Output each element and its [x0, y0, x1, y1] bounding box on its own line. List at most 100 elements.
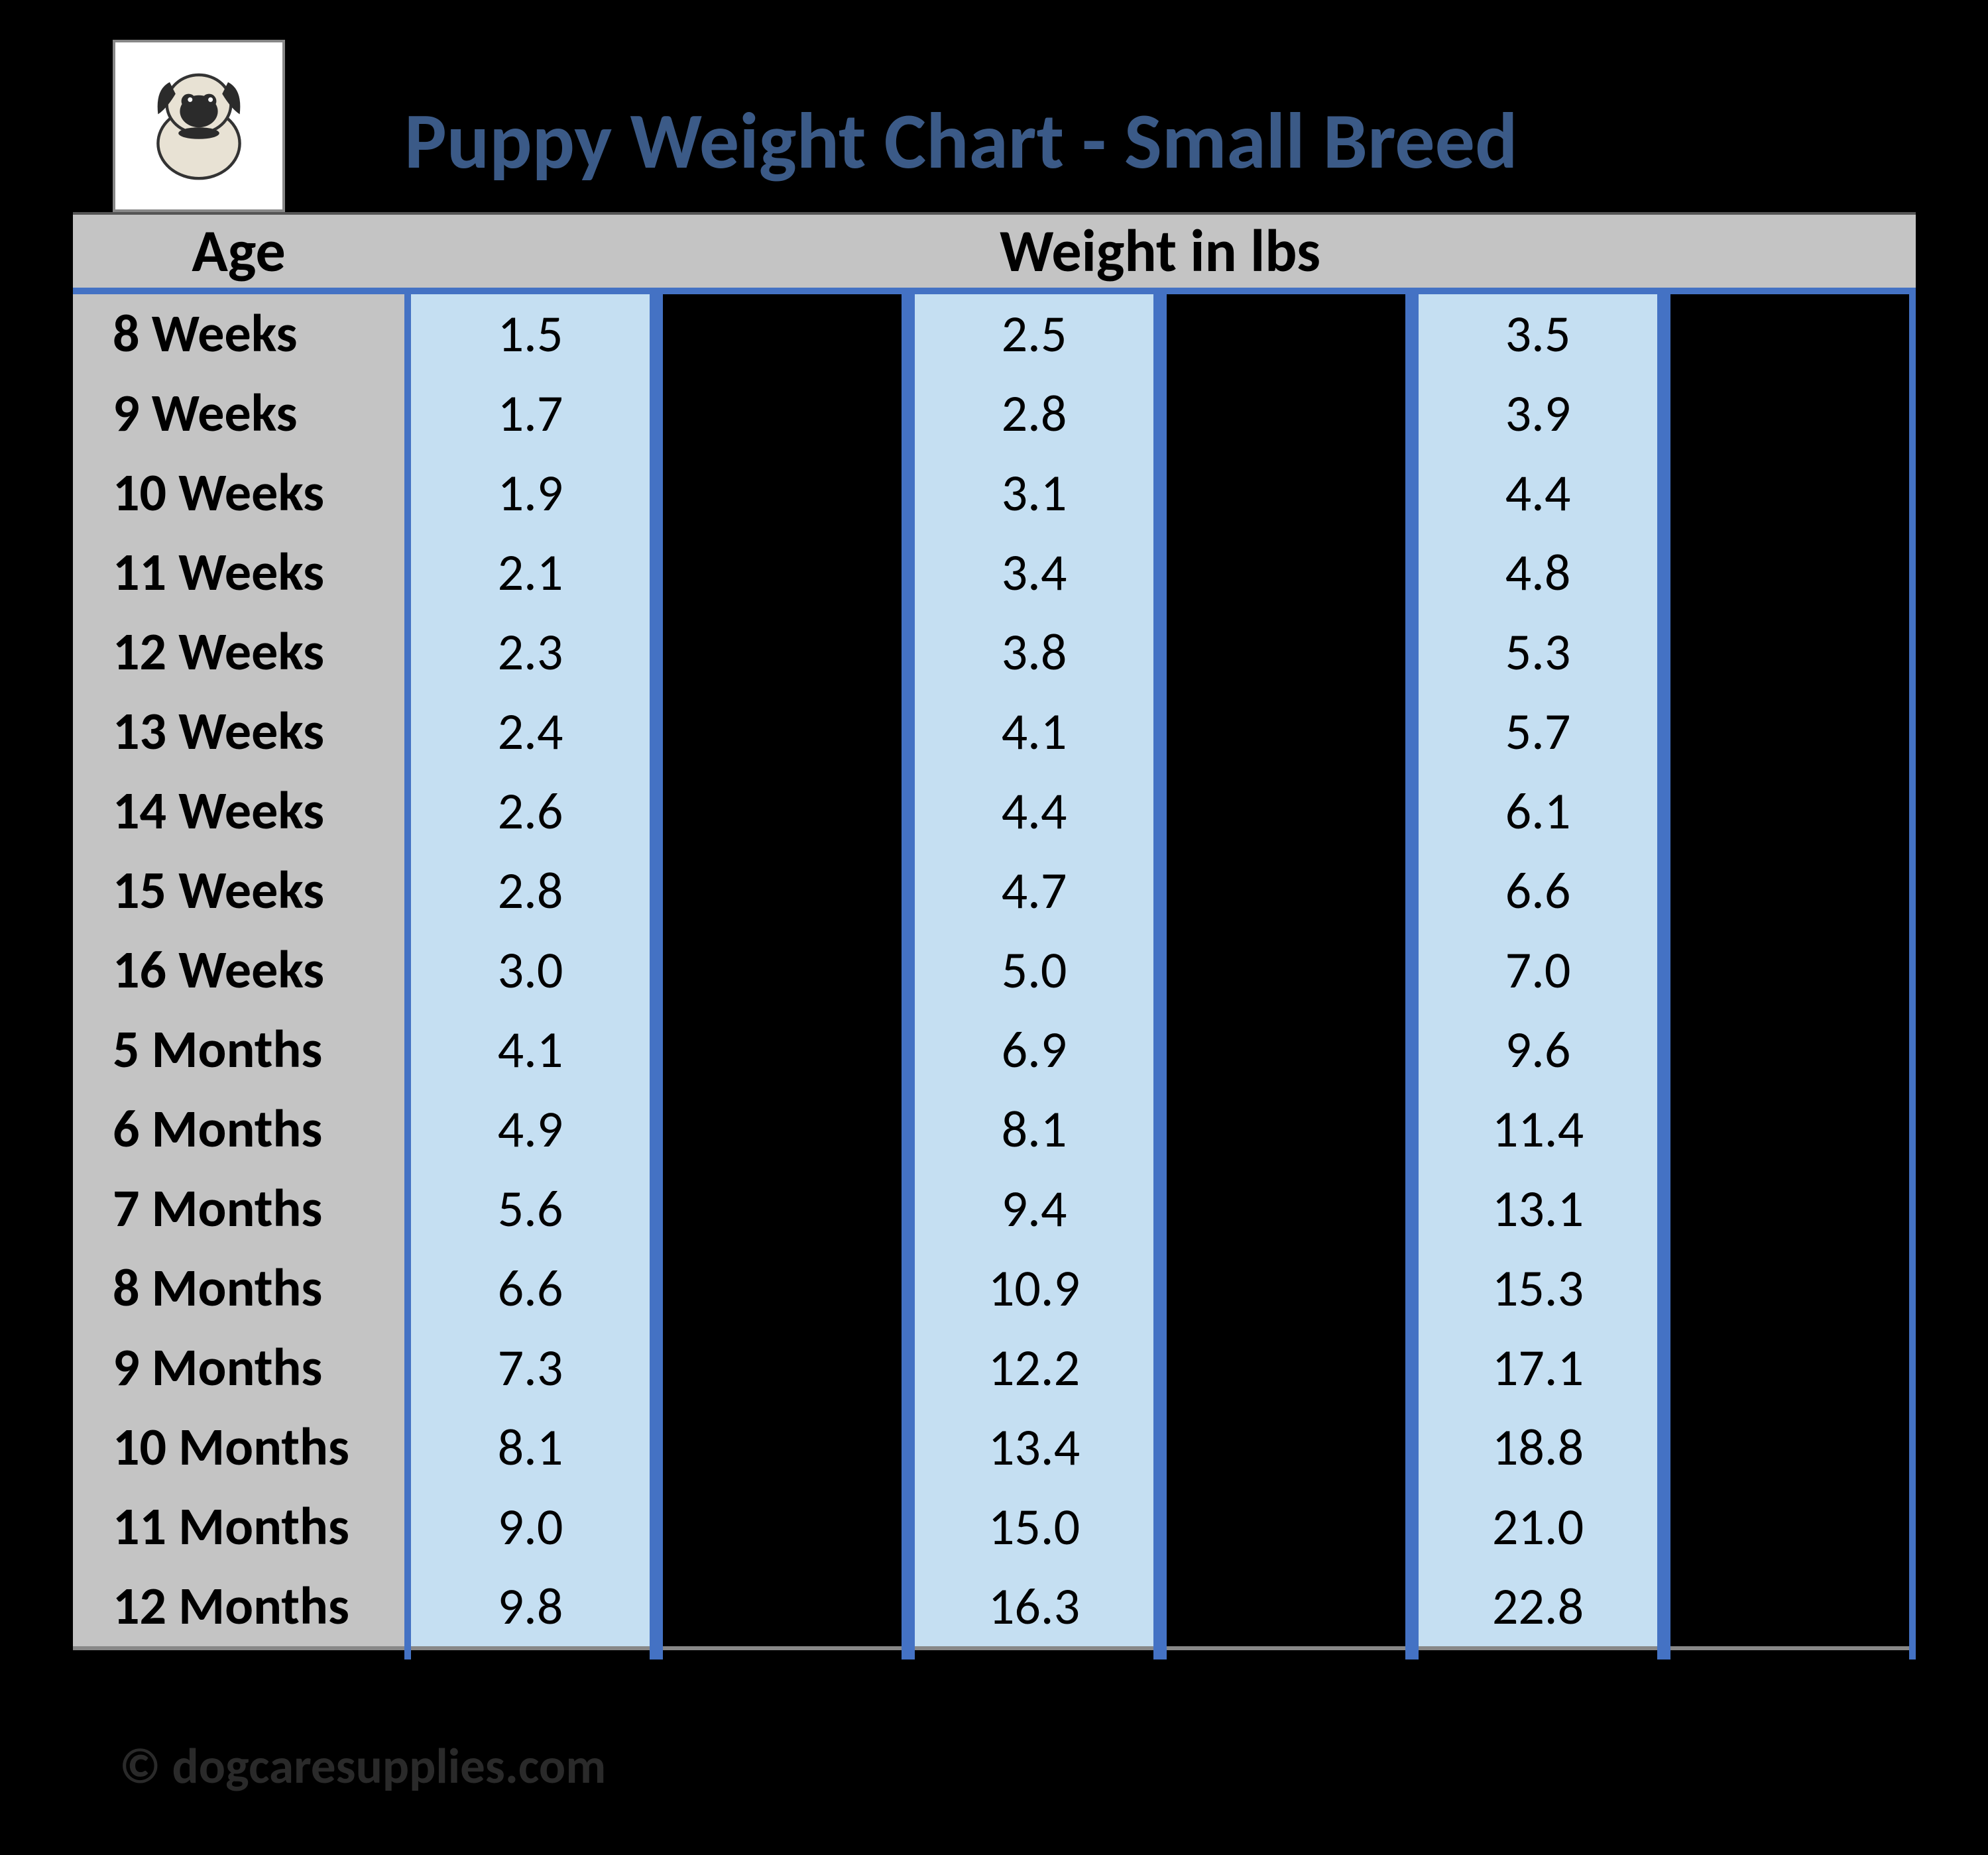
weight-cell: 26.0: [1664, 1567, 1916, 1646]
weight-cell: 5.0: [1664, 453, 1916, 533]
weight-cell: 5.7: [1412, 692, 1664, 771]
weight-cell: 13.4: [908, 1408, 1160, 1487]
weight-cell: 3.3: [656, 692, 908, 771]
weight-cell: 6.9: [908, 1010, 1160, 1090]
weight-cell: 6.5: [656, 1090, 908, 1169]
weight-cell: 10.8: [656, 1408, 908, 1487]
weight-cell: 1.5: [404, 294, 656, 374]
weight-cell: 1.9: [404, 453, 656, 533]
weight-cell: 11.3: [1160, 1169, 1412, 1249]
weight-cell: 2.8: [404, 851, 656, 930]
weight-cell: 7.3: [404, 1328, 656, 1408]
weight-cell: 2.8: [908, 374, 1160, 453]
weight-cell: 4.1: [908, 692, 1160, 771]
weight-cell: 3.5: [656, 771, 908, 851]
weight-cell: 13.0: [656, 1567, 908, 1646]
age-cell: 10 Months: [73, 1408, 404, 1487]
weight-cell: 2.1: [404, 533, 656, 612]
weight-cell: 6.1: [1412, 771, 1664, 851]
age-cell: 14 Weeks: [73, 771, 404, 851]
weight-cell: 6.0: [1664, 612, 1916, 692]
weight-cell: 5.3: [1160, 771, 1412, 851]
weight-cell: 4.5: [1160, 612, 1412, 692]
weight-cell: 17.1: [1412, 1328, 1664, 1408]
weight-cell: 3.1: [908, 453, 1160, 533]
weight-cell: 16.1: [1160, 1408, 1412, 1487]
header-weight: Weight in lbs: [404, 215, 1916, 288]
age-cell: 15 Weeks: [73, 851, 404, 930]
age-cell: 6 Months: [73, 1090, 404, 1169]
age-cell: 8 Weeks: [73, 294, 404, 374]
weight-cell: 3.8: [908, 612, 1160, 692]
weight-cell: 15.0: [908, 1487, 1160, 1567]
pug-icon: [126, 53, 272, 199]
weight-cell: 3.0: [1160, 294, 1412, 374]
weight-cell: 16.3: [908, 1567, 1160, 1646]
weight-cell: 7.5: [1664, 851, 1916, 930]
weight-cell: 2.0: [656, 294, 908, 374]
weight-cell: 8.3: [1160, 1010, 1412, 1090]
age-cell: 13 Weeks: [73, 692, 404, 771]
weight-cell: 7.0: [1412, 930, 1664, 1010]
weight-cell: 9.4: [908, 1169, 1160, 1249]
weight-cell: 5.5: [656, 1010, 908, 1090]
age-cell: 12 Months: [73, 1567, 404, 1646]
weight-cell: 9.8: [656, 1328, 908, 1408]
weight-cell: 8.8: [656, 1249, 908, 1328]
chart-title: Puppy Weight Chart - Small Breed: [404, 93, 1517, 190]
data-columns: 1.51.71.92.12.32.42.62.83.04.14.95.66.67…: [404, 294, 1916, 1646]
weight-cell: 4.4: [908, 771, 1160, 851]
page: Puppy Weight Chart - Small Breed Age Wei…: [0, 0, 1988, 1855]
header-row: Age Weight in lbs: [73, 212, 1916, 294]
weight-cell: 21.0: [1412, 1487, 1664, 1567]
weight-cell: 8.1: [404, 1408, 656, 1487]
title-row: Puppy Weight Chart - Small Breed: [73, 40, 1916, 212]
weight-cell: 3.8: [656, 851, 908, 930]
age-cell: 11 Months: [73, 1487, 404, 1567]
pug-logo: [113, 40, 285, 212]
weight-cell: 8.1: [908, 1090, 1160, 1169]
weight-column: 2.02.32.52.83.03.33.53.84.05.56.57.58.89…: [656, 294, 908, 1646]
weight-cell: 2.3: [656, 374, 908, 453]
weight-cell: 15.3: [1412, 1249, 1664, 1328]
weight-cell: 10.9: [908, 1249, 1160, 1328]
weight-cell: 9.0: [404, 1487, 656, 1567]
weight-cell: 4.9: [1160, 692, 1412, 771]
weight-cell: 2.4: [404, 692, 656, 771]
weight-cell: 2.3: [404, 612, 656, 692]
weight-cell: 4.4: [1412, 453, 1664, 533]
weight-cell: 5.5: [1664, 533, 1916, 612]
weight-column: 3.53.94.44.85.35.76.16.67.09.611.413.115…: [1412, 294, 1664, 1646]
weight-cell: 4.5: [1664, 374, 1916, 453]
weight-cell: 21.5: [1664, 1408, 1916, 1487]
weight-column: 2.52.83.13.43.84.14.44.75.06.98.19.410.9…: [908, 294, 1160, 1646]
chart-container: Puppy Weight Chart - Small Breed Age Wei…: [73, 40, 1916, 1650]
weight-cell: 5.3: [1412, 612, 1664, 692]
weight-cell: 5.6: [404, 1169, 656, 1249]
weight-cell: 3.0: [404, 930, 656, 1010]
weight-cell: 4.0: [656, 930, 908, 1010]
weight-cell: 6.6: [1412, 851, 1664, 930]
header-age: Age: [73, 215, 404, 288]
weight-cell: 2.8: [656, 533, 908, 612]
weight-cell: 13.1: [1160, 1249, 1412, 1328]
footer-copyright: © dogcaresupplies.com: [119, 1736, 606, 1797]
weight-cell: 19.5: [1664, 1328, 1916, 1408]
age-cell: 16 Weeks: [73, 930, 404, 1010]
weight-cell: 18.8: [1412, 1408, 1664, 1487]
age-cell: 9 Weeks: [73, 374, 404, 453]
table-body: 8 Weeks9 Weeks10 Weeks11 Weeks12 Weeks13…: [73, 294, 1916, 1646]
age-column: 8 Weeks9 Weeks10 Weeks11 Weeks12 Weeks13…: [73, 294, 404, 1646]
weight-cell: 4.0: [1664, 294, 1916, 374]
weight-cell: 4.9: [404, 1090, 656, 1169]
weight-cell: 7.0: [1664, 771, 1916, 851]
weight-cell: 13.1: [1412, 1169, 1664, 1249]
weight-cell: 12.2: [908, 1328, 1160, 1408]
age-cell: 8 Months: [73, 1249, 404, 1328]
weight-cell: 5.6: [1160, 851, 1412, 930]
weight-cell: 6.0: [1160, 930, 1412, 1010]
weight-cell: 18.0: [1160, 1487, 1412, 1567]
age-cell: 10 Weeks: [73, 453, 404, 533]
weight-cell: 13.0: [1664, 1090, 1916, 1169]
weight-cell: 19.5: [1160, 1567, 1412, 1646]
